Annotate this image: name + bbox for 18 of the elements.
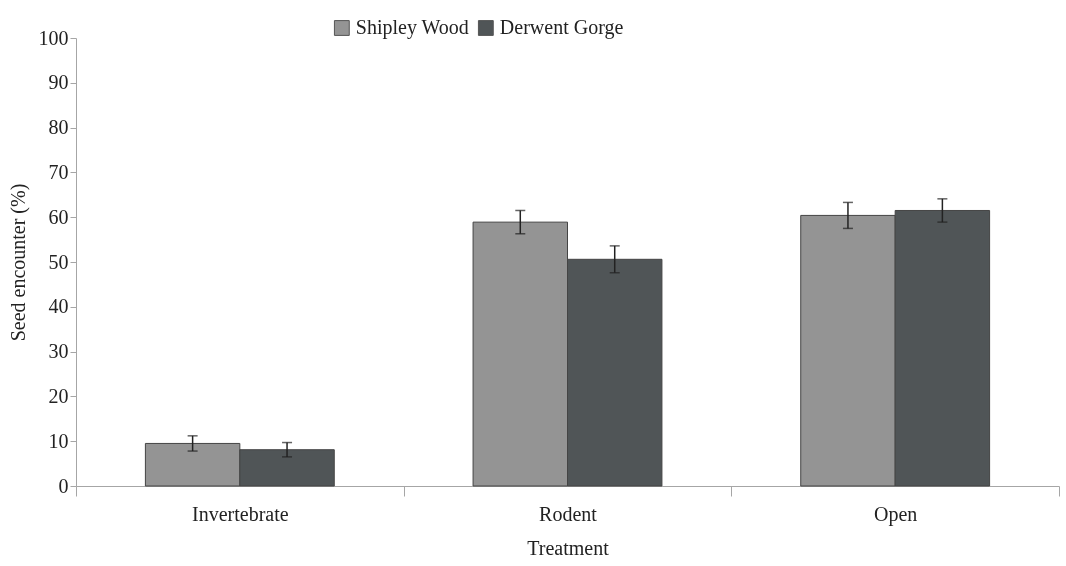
x-tick-label: Rodent [539, 502, 598, 525]
y-tick-label: 30 [48, 340, 69, 363]
x-axis-title: Treatment [527, 536, 610, 559]
y-tick-label: 70 [48, 160, 69, 183]
y-tick-label: 0 [58, 474, 69, 497]
y-tick-label: 90 [48, 71, 69, 94]
y-tick-label: 60 [48, 205, 69, 228]
legend-label: Shipley Wood [355, 16, 469, 39]
y-tick-label: 20 [48, 384, 69, 407]
y-tick-label: 100 [38, 26, 69, 49]
y-tick-label: 80 [48, 116, 69, 139]
x-tick-label: Invertebrate [192, 502, 289, 525]
legend-label: Derwent Gorge [499, 16, 624, 39]
x-tick-label: Open [874, 502, 918, 526]
y-tick-label: 10 [48, 429, 69, 452]
y-axis-title: Seed encounter (%) [6, 183, 30, 342]
y-tick-label: 50 [48, 250, 69, 273]
y-tick-label: 40 [48, 295, 69, 318]
